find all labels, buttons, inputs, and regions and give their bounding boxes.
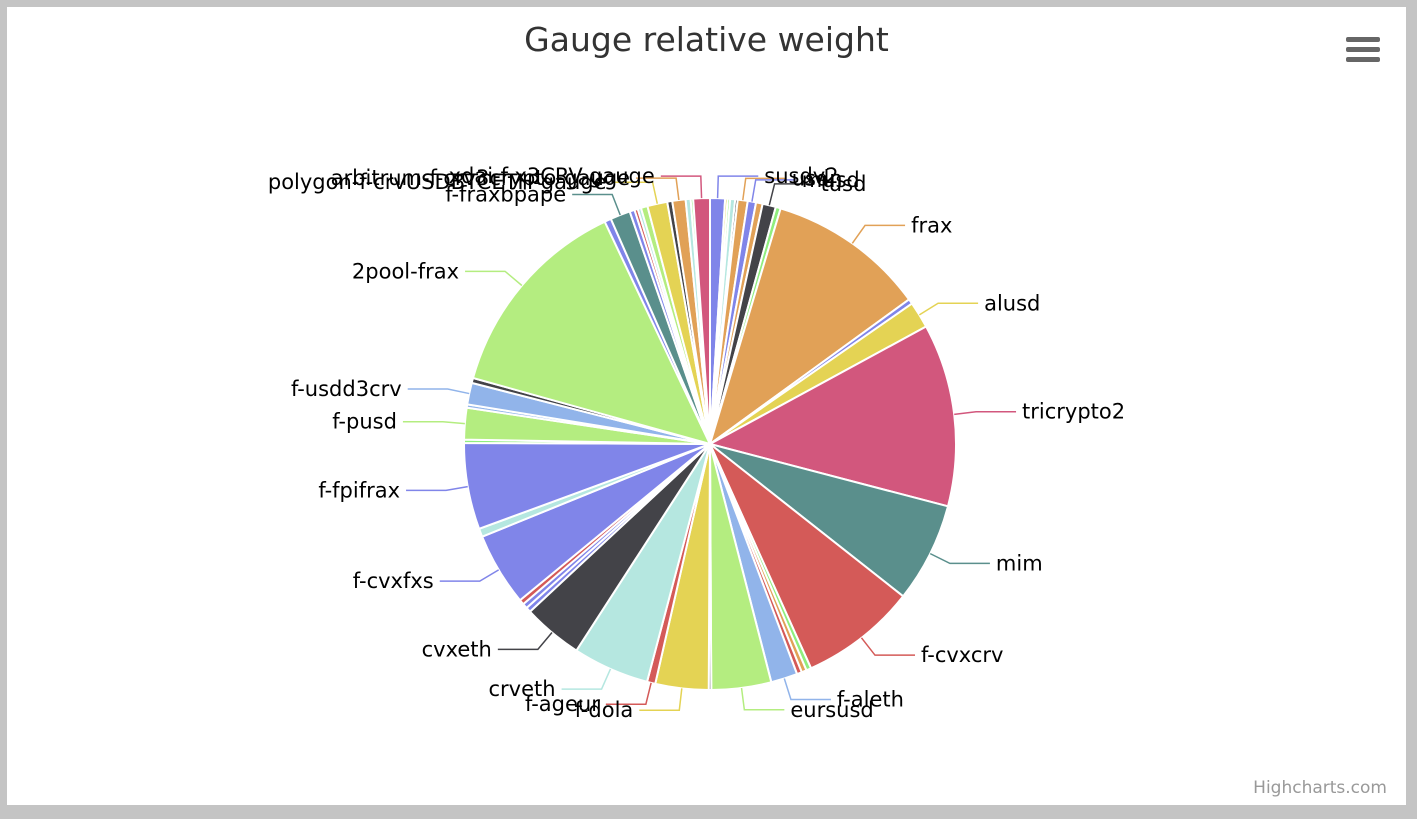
data-label-eursusd: eursusd: [790, 698, 873, 722]
chart-title: Gauge relative weight: [524, 20, 889, 59]
pie-slices: [462, 196, 957, 692]
data-label-f-dola: f-dola: [575, 698, 634, 722]
connector-arbitrum-f-crv3crypto-gauge: [636, 177, 680, 201]
connector-2pool-frax: [465, 270, 523, 287]
data-label-susdv2: susdv2: [764, 164, 838, 188]
data-label-xdai-f-x3crv-gauge: xdai-f-x3CRV-gauge: [449, 164, 655, 188]
connector-f-usdd3crv: [407, 388, 470, 395]
connector-f-aleth: [783, 678, 831, 701]
pie-slice-f-cvxcrv[interactable]: [709, 443, 905, 670]
connector-crveth: [561, 668, 612, 690]
connector-f-dola: [639, 688, 683, 711]
pie-slice-2pool-frax[interactable]: [471, 220, 712, 446]
data-label-f-cvxfxs: f-cvxfxs: [353, 569, 434, 593]
label-connectors: [402, 175, 1017, 711]
data-label-f-fraxbpape: f-fraxbpape: [445, 182, 566, 206]
connector-cvxeth: [497, 632, 553, 651]
connector-f-fraxbpape: [572, 193, 621, 216]
connector-f-pusd: [402, 420, 465, 425]
pie-slice-xdai-f-x3crv-gauge[interactable]: [692, 196, 711, 445]
data-label-polygon-f-crvusdbtceth-gauge: polygon-f-crvUSDBTCETH-gauge: [268, 170, 607, 194]
data-label-f-cvxcrv: f-cvxcrv: [921, 643, 1003, 667]
data-label-f-ageur: f-ageur: [525, 692, 600, 716]
connector-usdn: [742, 177, 786, 201]
connector-musd: [751, 179, 796, 202]
connector-susdv2: [716, 175, 759, 199]
data-label-tricrypto2: tricrypto2: [1022, 400, 1125, 424]
data-label-crveth: crveth: [489, 677, 556, 701]
connector-f-cvxfxs: [439, 569, 500, 582]
credits-link[interactable]: Highcharts.com: [1253, 778, 1387, 798]
connector-f-fpifrax: [406, 485, 468, 492]
data-label-f-fpifrax: f-fpifrax: [318, 478, 400, 502]
data-label-cvxeth: cvxeth: [422, 637, 492, 661]
connector-tusd: [768, 183, 815, 206]
data-label-alusd: alusd: [984, 291, 1040, 315]
pie-slice-frax[interactable]: [708, 207, 911, 447]
data-label-tusd: tusd: [821, 172, 867, 196]
connector-xdai-f-x3crv-gauge: [660, 175, 703, 199]
data-label-f-aleth: f-aleth: [837, 687, 904, 711]
connector-eursusd: [740, 687, 785, 711]
data-label-arbitrum-f-crv3crypto-gauge: arbitrum-f-crv3crypto-gauge: [331, 166, 630, 190]
data-label-musd: musd: [802, 168, 860, 192]
data-label-f-pusd: f-pusd: [332, 410, 397, 434]
connector-tricrypto2: [954, 410, 1017, 416]
hamburger-menu-icon[interactable]: [1344, 34, 1382, 66]
connector-frax: [851, 224, 906, 244]
data-label-frax: frax: [911, 213, 952, 237]
connector-alusd: [918, 302, 979, 316]
data-label-usdn: usdn: [792, 166, 843, 190]
data-label-mim: mim: [996, 551, 1043, 575]
connector-polygon-f-crvusdbtceth-gauge: [612, 181, 659, 204]
data-label-2pool-frax: 2pool-frax: [352, 259, 459, 283]
data-label-f-usdd3crv: f-usdd3crv: [291, 377, 402, 401]
connector-f-ageur: [605, 682, 652, 705]
connector-f-cvxcrv: [860, 637, 916, 656]
pie-slice-tricrypto2[interactable]: [707, 325, 957, 508]
connector-mim: [929, 552, 990, 565]
